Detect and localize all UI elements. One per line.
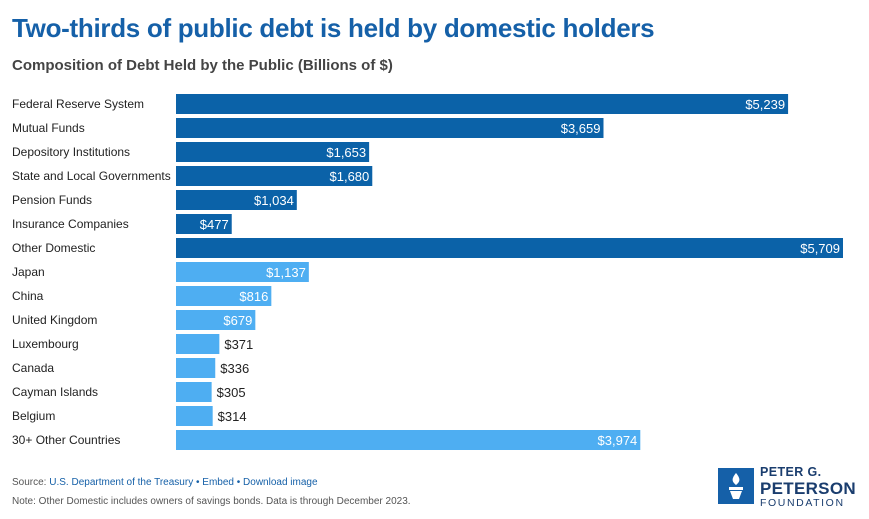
bar-30-other-countries[interactable] bbox=[176, 430, 641, 450]
value-label-united-kingdom: $679 bbox=[223, 313, 252, 328]
category-label-state-and-local-governments: State and Local Governments bbox=[12, 169, 171, 183]
category-label-insurance-companies: Insurance Companies bbox=[12, 217, 129, 231]
bar-pension-funds[interactable] bbox=[176, 190, 297, 210]
bar-united-kingdom[interactable] bbox=[176, 310, 256, 330]
peterson-foundation-logo[interactable]: PETER G. PETERSON FOUNDATION bbox=[718, 466, 858, 508]
value-label-belgium: $314 bbox=[218, 409, 247, 424]
category-label-federal-reserve-system: Federal Reserve System bbox=[12, 97, 144, 111]
bar-japan[interactable] bbox=[176, 262, 309, 282]
logo-wordmark: PETER G. PETERSON FOUNDATION bbox=[760, 466, 856, 508]
category-label-cayman-islands: Cayman Islands bbox=[12, 385, 98, 399]
bar-federal-reserve-system[interactable] bbox=[176, 94, 789, 114]
value-label-state-and-local-governments: $1,680 bbox=[330, 169, 370, 184]
value-label-mutual-funds: $3,659 bbox=[561, 121, 601, 136]
category-label-mutual-funds: Mutual Funds bbox=[12, 121, 85, 135]
value-label-other-domestic: $5,709 bbox=[800, 241, 840, 256]
value-label-30-other-countries: $3,974 bbox=[598, 433, 638, 448]
separator-dot: • bbox=[195, 477, 200, 488]
bar-depository-institutions[interactable] bbox=[176, 142, 370, 162]
category-label-china: China bbox=[12, 289, 44, 303]
bar-canada[interactable] bbox=[176, 358, 216, 378]
bar-mutual-funds[interactable] bbox=[176, 118, 604, 138]
category-label-luxembourg: Luxembourg bbox=[12, 337, 79, 351]
bar-chart: Federal Reserve System $5,239 Mutual Funds… bbox=[12, 94, 843, 450]
logo-line-3: FOUNDATION bbox=[760, 496, 845, 509]
value-label-depository-institutions: $1,653 bbox=[326, 145, 366, 160]
category-label-belgium: Belgium bbox=[12, 409, 55, 423]
bar-cayman-islands[interactable] bbox=[176, 382, 212, 402]
source-label: Source: bbox=[12, 477, 47, 488]
value-label-pension-funds: $1,034 bbox=[254, 193, 294, 208]
value-label-canada: $336 bbox=[220, 361, 249, 376]
bar-other-domestic[interactable] bbox=[176, 238, 843, 258]
source-link[interactable]: U.S. Department of the Treasury bbox=[49, 477, 194, 488]
value-label-federal-reserve-system: $5,239 bbox=[745, 97, 785, 112]
footer-note: Note: Other Domestic includes owners of … bbox=[12, 496, 411, 507]
value-label-china: $816 bbox=[239, 289, 268, 304]
category-label-pension-funds: Pension Funds bbox=[12, 193, 92, 207]
chart-subtitle: Composition of Debt Held by the Public (… bbox=[12, 57, 393, 74]
category-label-united-kingdom: United Kingdom bbox=[12, 313, 97, 327]
embed-link[interactable]: Embed bbox=[202, 477, 234, 488]
category-label-canada: Canada bbox=[12, 361, 54, 375]
bar-belgium[interactable] bbox=[176, 406, 213, 426]
bar-china[interactable] bbox=[176, 286, 272, 306]
category-label-other-domestic: Other Domestic bbox=[12, 241, 95, 255]
logo-line-1: PETER G. bbox=[760, 465, 822, 479]
download-image-link[interactable]: Download image bbox=[243, 477, 318, 488]
value-label-japan: $1,137 bbox=[266, 265, 306, 280]
source-line: Source: U.S. Department of the Treasury … bbox=[12, 477, 318, 488]
bar-luxembourg[interactable] bbox=[176, 334, 220, 354]
separator-dot: • bbox=[236, 477, 241, 488]
torch-logo-icon bbox=[718, 468, 754, 504]
chart-title: Two-thirds of public debt is held by dom… bbox=[12, 13, 655, 43]
bar-insurance-companies[interactable] bbox=[176, 214, 232, 234]
category-label-depository-institutions: Depository Institutions bbox=[12, 145, 130, 159]
bar-state-and-local-governments[interactable] bbox=[176, 166, 373, 186]
category-label-japan: Japan bbox=[12, 265, 45, 279]
value-label-insurance-companies: $477 bbox=[200, 217, 229, 232]
value-label-luxembourg: $371 bbox=[224, 337, 253, 352]
logo-line-2: PETERSON bbox=[760, 478, 856, 498]
value-label-cayman-islands: $305 bbox=[217, 385, 246, 400]
category-label-30-other-countries: 30+ Other Countries bbox=[12, 433, 120, 447]
